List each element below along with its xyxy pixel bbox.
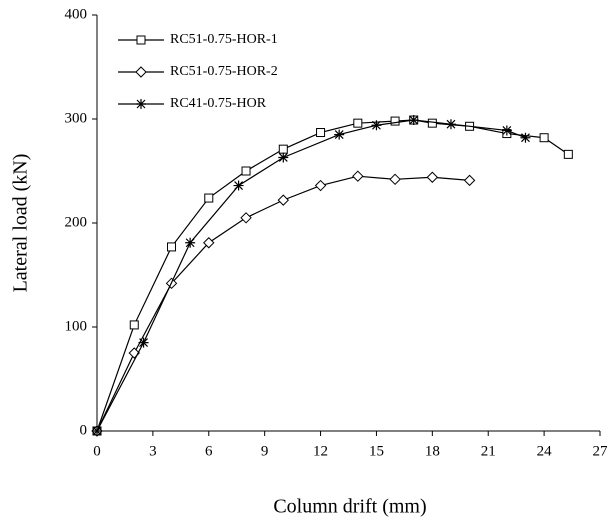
marker bbox=[203, 237, 215, 249]
marker bbox=[408, 115, 419, 126]
y-tick-label: 300 bbox=[65, 110, 88, 126]
marker bbox=[427, 118, 437, 128]
marker bbox=[334, 129, 345, 140]
x-tick-label: 24 bbox=[537, 443, 553, 459]
x-tick-label: 9 bbox=[261, 443, 269, 459]
x-tick-label: 18 bbox=[425, 443, 440, 459]
series-line bbox=[96, 119, 569, 432]
marker bbox=[138, 337, 149, 348]
marker bbox=[136, 99, 146, 109]
y-tick-label: 100 bbox=[65, 318, 88, 334]
marker bbox=[241, 166, 251, 176]
marker bbox=[135, 66, 147, 78]
marker bbox=[240, 212, 252, 224]
marker bbox=[445, 119, 456, 130]
y-tick-label: 0 bbox=[80, 422, 88, 438]
series-line bbox=[96, 119, 526, 432]
marker bbox=[129, 320, 139, 330]
marker bbox=[233, 180, 244, 191]
x-tick-label: 15 bbox=[369, 443, 384, 459]
marker bbox=[314, 179, 327, 192]
marker bbox=[520, 132, 531, 143]
marker bbox=[389, 173, 401, 186]
marker bbox=[501, 125, 512, 136]
legend-text: RC51-0.75-HOR-1 bbox=[170, 32, 278, 47]
marker bbox=[185, 237, 196, 248]
marker bbox=[277, 194, 290, 206]
marker bbox=[316, 128, 326, 138]
marker bbox=[463, 174, 476, 187]
legend-text: RC51-0.75-HOR-2 bbox=[170, 64, 278, 79]
x-tick-label: 27 bbox=[593, 443, 609, 459]
x-tick-label: 3 bbox=[149, 443, 157, 459]
marker bbox=[539, 133, 549, 143]
y-axis-title: Lateral load (kN) bbox=[10, 154, 32, 293]
x-tick-label: 21 bbox=[481, 443, 496, 459]
legend-text: RC41-0.75-HOR bbox=[170, 96, 267, 111]
marker bbox=[167, 242, 177, 252]
x-tick-label: 0 bbox=[93, 443, 101, 459]
marker bbox=[371, 120, 382, 131]
marker bbox=[278, 144, 288, 154]
marker bbox=[136, 35, 146, 45]
marker bbox=[353, 118, 363, 128]
series-line bbox=[96, 175, 470, 432]
y-tick-label: 400 bbox=[65, 6, 88, 22]
marker bbox=[278, 152, 289, 163]
marker bbox=[563, 149, 573, 159]
x-tick-label: 6 bbox=[205, 443, 213, 459]
y-tick-label: 200 bbox=[65, 214, 88, 230]
marker bbox=[390, 116, 400, 126]
x-tick-label: 12 bbox=[313, 443, 328, 459]
marker bbox=[204, 193, 214, 203]
marker bbox=[92, 426, 102, 436]
marker bbox=[426, 171, 439, 183]
x-axis-title: Column drift (mm) bbox=[273, 496, 426, 518]
marker bbox=[352, 170, 364, 182]
